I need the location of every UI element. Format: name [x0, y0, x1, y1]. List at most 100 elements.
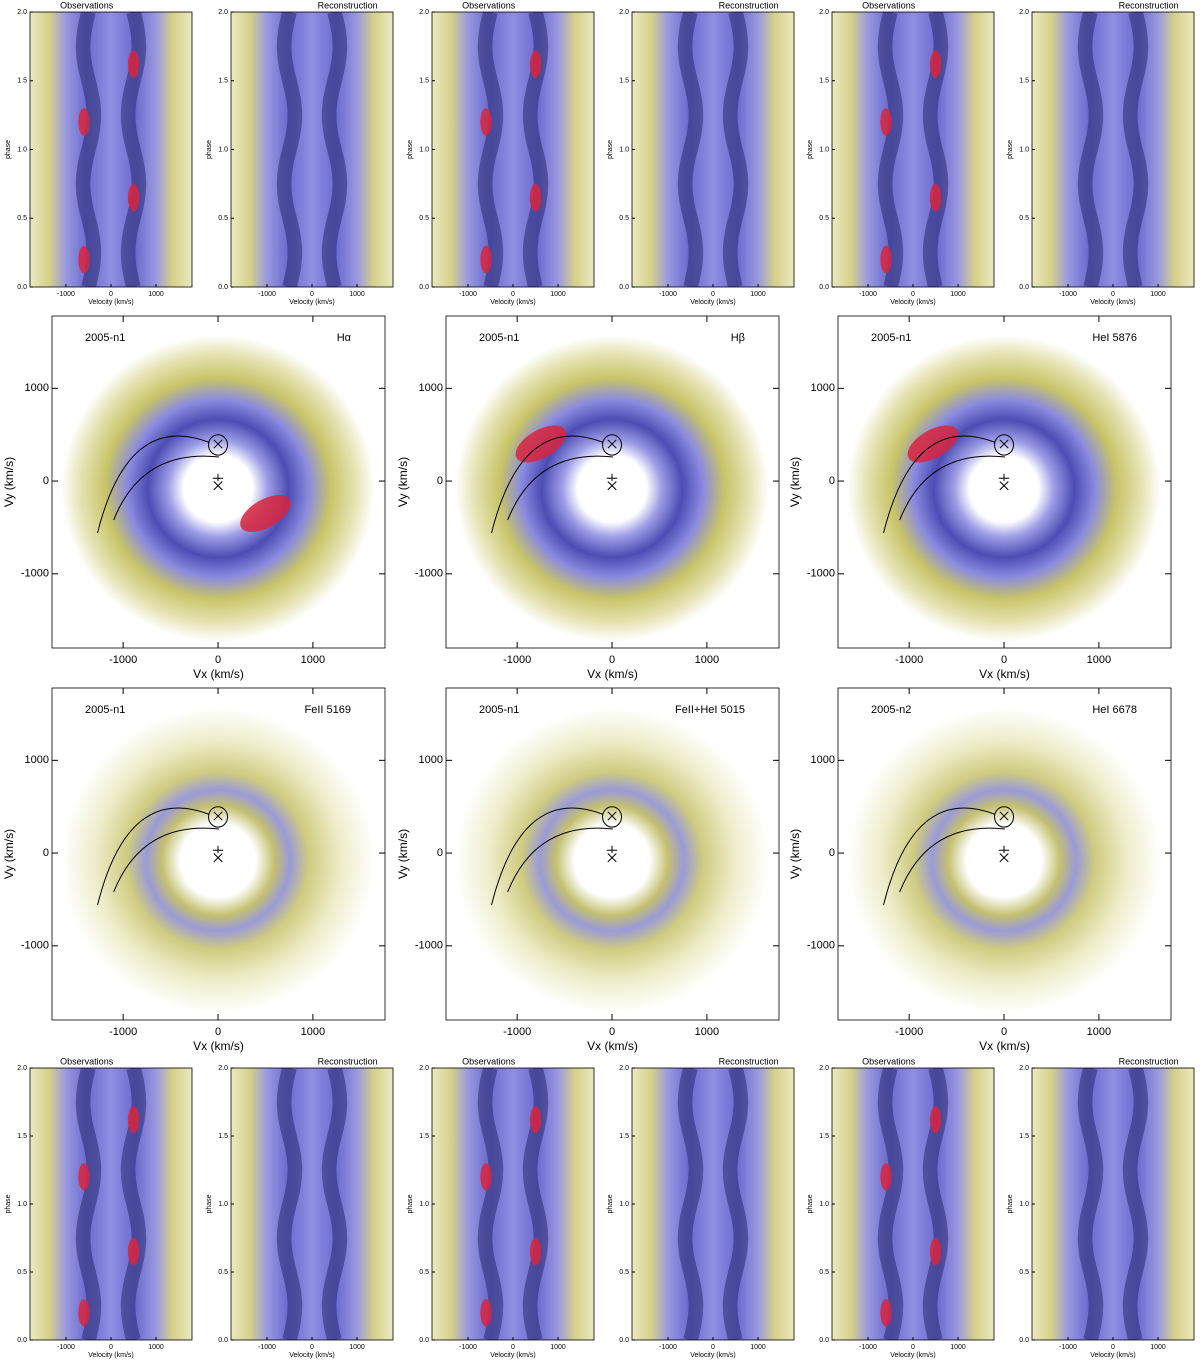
emission-spot: [929, 1106, 942, 1134]
cm-marker: [998, 845, 1010, 854]
y-tick-label: 1.0: [419, 1201, 429, 1208]
y-tick-label: -1000: [21, 940, 49, 952]
x-tick-label: -1000: [1059, 291, 1077, 298]
y-tick-label: 0.5: [17, 1269, 27, 1276]
x-axis-label: Velocity (km/s): [289, 299, 335, 306]
y-tick-label: 0.0: [819, 284, 829, 291]
roche-lobe: [208, 434, 229, 456]
y-axis-label: phase: [5, 1194, 12, 1213]
y-axis-label: Vy (km/s): [788, 829, 802, 879]
x-axis-label: Velocity (km/s): [890, 1352, 936, 1359]
x-axis-label: Velocity (km/s): [490, 299, 536, 306]
stream-ballistic: [491, 435, 603, 534]
y-tick-label: 1.0: [819, 146, 829, 153]
x-tick-label: 0: [109, 1344, 113, 1351]
x-axis-label: Vx (km/s): [193, 667, 244, 681]
x-tick-label: 1000: [148, 291, 164, 298]
intensity-image: [61, 707, 375, 1014]
intensity-image: [30, 12, 192, 287]
image: [446, 316, 779, 648]
y-tick-label: -1000: [415, 940, 443, 952]
y-tick-label: 1.5: [619, 1133, 629, 1140]
y-tick-label: 0: [43, 847, 49, 859]
x-tick-label: 1000: [1150, 291, 1166, 298]
x-tick-label: 1000: [550, 291, 566, 298]
y-tick-label: 0.0: [17, 1337, 27, 1344]
intensity-image: [61, 335, 375, 642]
y-tick-label: -1000: [807, 940, 835, 952]
image: [30, 12, 192, 287]
y-tick-label: 1.0: [1019, 1201, 1029, 1208]
s-wave: [477, 12, 504, 287]
image: [432, 1068, 594, 1340]
y-tick-label: 0.5: [17, 215, 27, 222]
y-tick-label: 1.5: [419, 78, 429, 85]
y-tick-label: 0: [829, 475, 835, 487]
x-axis-label: Vx (km/s): [979, 667, 1030, 681]
y-tick-label: 2.0: [1019, 1065, 1029, 1072]
x-tick-label: -1000: [503, 654, 531, 666]
emission-spot: [880, 108, 892, 136]
y-tick-label: 2.0: [619, 1065, 629, 1072]
y-axis-label: Vy (km/s): [396, 829, 410, 879]
intensity-image: [231, 1068, 393, 1340]
s-wave: [276, 12, 303, 287]
panel: -1000 0 1000 0.0 0.5 1.0 1.5 2.0 Reconstruction V…: [1007, 1056, 1195, 1359]
y-tick-label: 1.5: [619, 78, 629, 85]
y-tick-label: 0.0: [1019, 284, 1029, 291]
wd-marker: [607, 481, 617, 491]
panel: -1000 0 1000 0.0 0.5 1.0 1.5 2.0 Reconstruction V…: [206, 0, 394, 306]
y-axis-label: phase: [607, 140, 614, 159]
emission-spot: [127, 50, 140, 78]
panel: -1000 0 1000 0.0 0.5 1.0 1.5 2.0 Observations Vel…: [5, 0, 193, 306]
roche-lobe: [602, 434, 623, 456]
s-wave: [722, 12, 749, 287]
y-tick-label: 2.0: [218, 9, 228, 16]
y-tick-label: 2.0: [419, 9, 429, 16]
y-axis-label: phase: [206, 1194, 213, 1213]
x-tick-label: 1000: [750, 1344, 766, 1351]
x-tick-label: 0: [109, 291, 113, 298]
stream-ballistic: [97, 807, 209, 906]
y-tick-label: 1.5: [819, 78, 829, 85]
x-tick-label: -1000: [859, 1344, 877, 1351]
y-axis-label: phase: [5, 140, 12, 159]
stream-keplerian: [899, 827, 1006, 893]
x-tick-label: 1000: [695, 654, 719, 666]
y-tick-label: 1.5: [819, 1133, 829, 1140]
emission-spot: [480, 1299, 492, 1327]
intensity-image: [847, 707, 1161, 1014]
x-tick-label: 1000: [1087, 1026, 1111, 1038]
y-tick-label: 0: [43, 475, 49, 487]
panel-label: 2005-n2: [871, 704, 911, 716]
intensity-image: [632, 12, 794, 287]
y-tick-label: 1.0: [218, 146, 228, 153]
emission-spot: [929, 183, 942, 212]
wd-marker: [999, 481, 1009, 491]
line-label: FeII+HeI 5015: [675, 704, 745, 716]
panel: 2005-n1 FeII 5169 -1000 0 1000 -1000 0 1000 Vx (…: [2, 687, 386, 1053]
panel-title: Reconstruction: [1119, 1056, 1179, 1066]
y-tick-label: 2.0: [819, 1065, 829, 1072]
panel: -1000 0 1000 0.0 0.5 1.0 1.5 2.0 Observations Vel…: [807, 1056, 995, 1359]
stream-keplerian: [113, 455, 220, 521]
x-tick-label: 0: [1111, 1344, 1115, 1351]
emission-spot: [78, 245, 90, 274]
emission-spot: [480, 1163, 492, 1191]
x-axis-label: Vx (km/s): [587, 667, 638, 681]
x-tick-label: -1000: [109, 654, 137, 666]
panel-title: Observations: [862, 1056, 916, 1066]
y-tick-label: 0.0: [619, 284, 629, 291]
y-tick-label: 0.5: [218, 215, 228, 222]
y-tick-label: 1000: [811, 754, 835, 766]
emission-spot: [529, 1238, 542, 1266]
emission-spot: [880, 1163, 892, 1191]
image: [52, 316, 385, 648]
y-tick-label: 1.0: [819, 1201, 829, 1208]
y-tick-label: -1000: [807, 568, 835, 580]
emission-spot: [907, 425, 959, 463]
y-axis-label: phase: [607, 1194, 614, 1213]
y-tick-label: 1.5: [1019, 78, 1029, 85]
y-tick-label: 1.0: [419, 146, 429, 153]
image: [52, 688, 385, 1020]
